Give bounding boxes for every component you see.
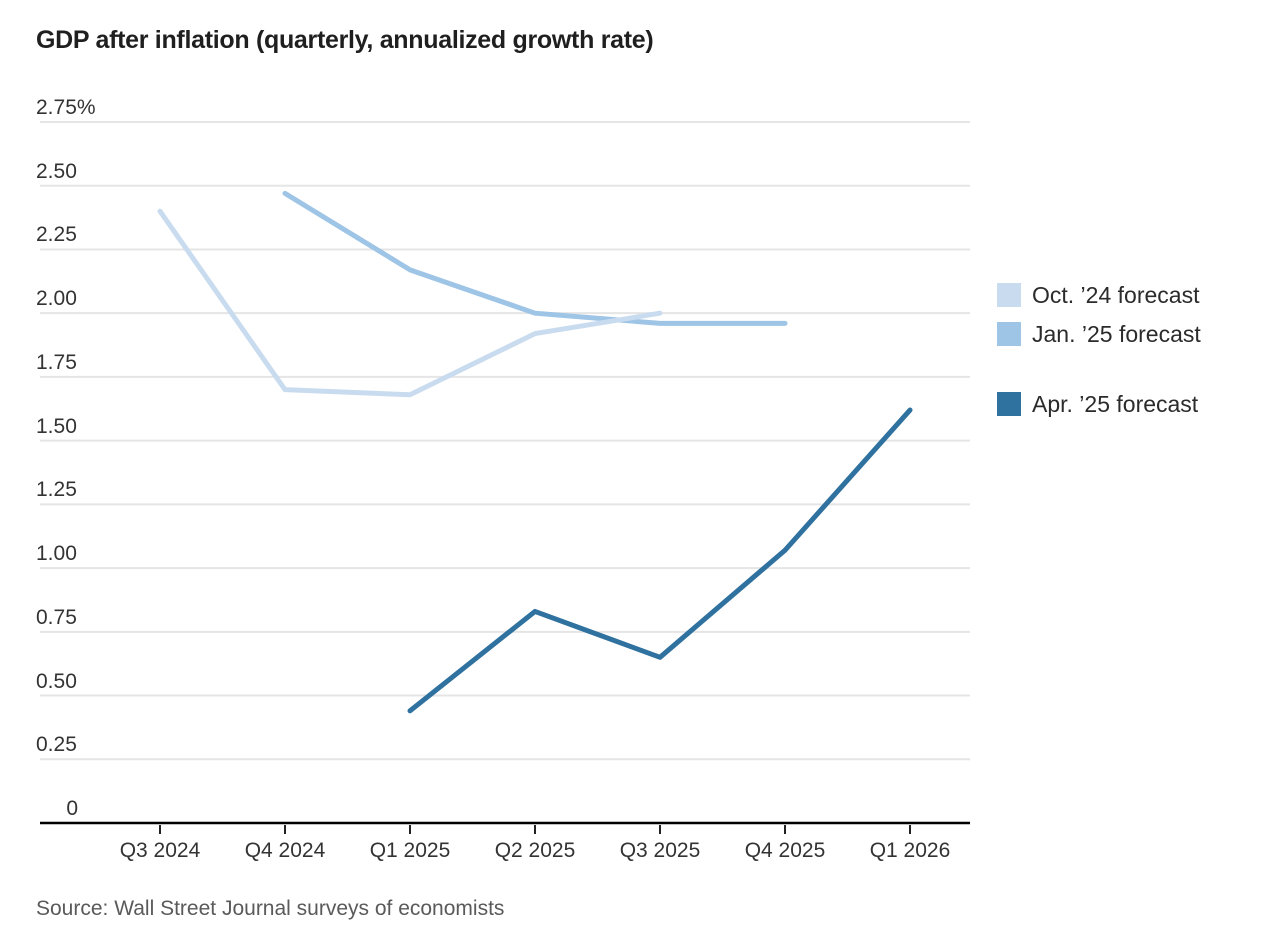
legend-label-oct-24-forecast: Oct. ’24 forecast [1032,282,1200,308]
y-axis-label: 0.75 [36,605,77,629]
x-axis-label: Q4 2024 [244,839,326,862]
source-note: Source: Wall Street Journal surveys of e… [36,897,505,920]
y-axis-label: 0 [66,797,78,820]
y-axis-label: 1.00 [36,542,77,566]
legend-item-oct-24-forecast: Oct. ’24 forecast [997,283,1199,307]
y-axis-label: 1.50 [36,414,77,438]
series-line-oct-24-forecast [157,208,663,398]
y-axis-label: 2.25 [36,223,77,247]
x-axis-label: Q3 2025 [619,839,701,862]
series-line-apr-25-forecast [407,407,913,714]
legend-label-apr-25-forecast: Apr. ’25 forecast [1032,391,1199,417]
legend-item-jan-25-forecast: Jan. ’25 forecast [997,322,1201,346]
legend-swatch-oct-24-forecast [997,283,1021,307]
y-axis-label: 1.25 [36,478,77,502]
y-axis-label: 2.50 [36,159,77,183]
x-axis-label: Q4 2025 [744,839,826,862]
y-axis-label: 1.75 [36,350,77,374]
x-axis-label: Q3 2024 [119,839,201,862]
legend-swatch-apr-25-forecast [997,392,1021,416]
y-axis-label: 2.75% [36,96,96,119]
legend-swatch-jan-25-forecast [997,322,1021,346]
chart-title: GDP after inflation (quarterly, annualiz… [36,26,654,54]
x-axis-label: Q2 2025 [494,839,576,862]
legend-label-jan-25-forecast: Jan. ’25 forecast [1032,321,1201,347]
y-axis-label: 0.25 [36,733,77,757]
x-axis-label: Q1 2026 [869,839,951,862]
y-axis-label: 0.50 [36,669,77,693]
series-line-jan-25-forecast [282,190,788,326]
y-axis-label: 2.00 [36,287,77,311]
x-axis-label: Q1 2025 [369,839,451,862]
legend-item-apr-25-forecast: Apr. ’25 forecast [997,392,1198,416]
